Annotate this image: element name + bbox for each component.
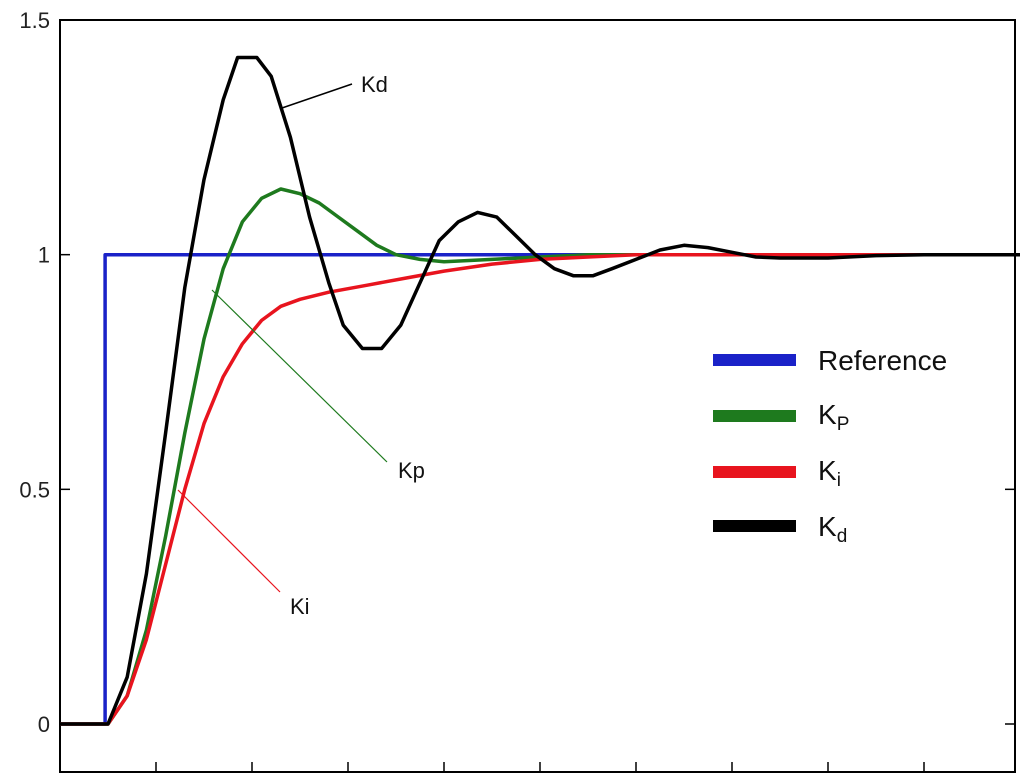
annotation-kd-label: Kd	[361, 72, 388, 97]
legend-item-reference: Reference	[713, 345, 947, 376]
legend-label-reference: Reference	[818, 345, 947, 376]
annotation-kd: Kd	[281, 72, 388, 109]
y-axis-ticks: 0 0.5 1 1.5	[19, 8, 1015, 737]
annotation-ki-label: Ki	[290, 594, 310, 619]
annotation-ki: Ki	[177, 489, 310, 619]
legend-label-kd: Kd	[818, 511, 847, 547]
legend: Reference KP Ki Kd	[713, 345, 947, 547]
legend-item-kd: Kd	[713, 511, 847, 547]
annotation-kp-leader	[211, 289, 388, 463]
plot-frame	[59, 19, 1016, 773]
series-line-kd	[60, 55, 1020, 726]
legend-swatch-ki	[713, 466, 796, 478]
y-tick-label: 1.5	[19, 8, 50, 33]
annotation-ki-leader	[177, 489, 281, 593]
annotation-kp-label: Kp	[398, 458, 425, 483]
legend-swatch-kp	[713, 410, 796, 422]
series-line-ki	[60, 252, 1020, 726]
legend-swatch-kd	[713, 520, 796, 532]
annotation-kp: Kp	[211, 289, 425, 483]
legend-item-kp: KP	[713, 399, 849, 435]
legend-label-kp: KP	[818, 399, 849, 435]
legend-item-ki: Ki	[713, 455, 841, 491]
y-tick-label: 0.5	[19, 477, 50, 502]
x-axis-ticks	[155, 762, 925, 772]
y-tick-label: 0	[38, 712, 50, 737]
annotation-kd-leader	[281, 83, 353, 109]
legend-label-ki: Ki	[818, 455, 841, 491]
series-layer	[60, 55, 1020, 726]
series-line-kp	[60, 187, 1020, 726]
y-tick-label: 1	[38, 243, 50, 268]
legend-swatch-reference	[713, 354, 796, 366]
